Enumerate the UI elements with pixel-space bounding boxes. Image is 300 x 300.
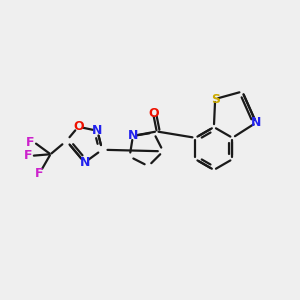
Text: N: N bbox=[92, 124, 103, 137]
Text: O: O bbox=[73, 120, 84, 133]
Text: F: F bbox=[26, 136, 35, 149]
Text: O: O bbox=[148, 107, 159, 120]
Text: N: N bbox=[251, 116, 261, 129]
Text: N: N bbox=[80, 156, 90, 169]
Text: N: N bbox=[128, 129, 138, 142]
Text: F: F bbox=[24, 149, 32, 162]
Text: S: S bbox=[211, 92, 220, 106]
Text: F: F bbox=[34, 167, 43, 180]
